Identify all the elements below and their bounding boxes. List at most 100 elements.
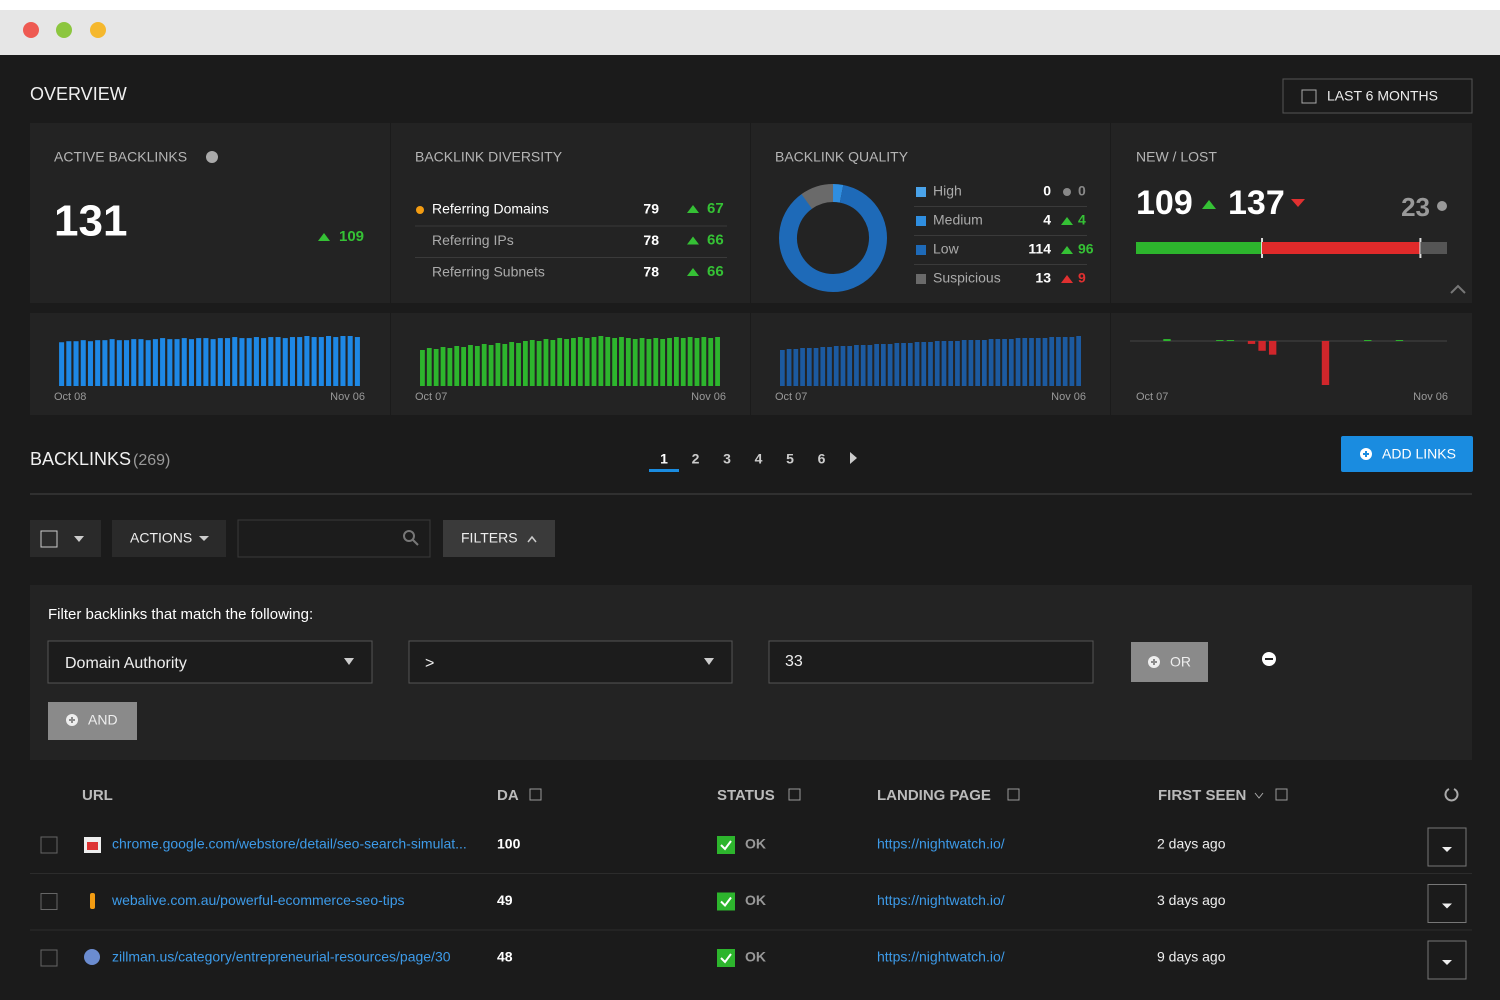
spark-bar xyxy=(874,344,879,386)
edit-icon[interactable] xyxy=(788,788,801,801)
active-count: 131 xyxy=(54,197,127,246)
spark-bar xyxy=(253,337,259,386)
quality-change: 0 xyxy=(1078,183,1086,199)
minimize-button[interactable] xyxy=(90,22,106,38)
refresh-icon[interactable] xyxy=(1444,788,1459,802)
favicon xyxy=(84,949,100,965)
da: 100 xyxy=(497,836,521,852)
quality-value: 4 xyxy=(1043,212,1051,228)
row-change: 66 xyxy=(707,231,724,248)
quality-value: 13 xyxy=(1035,270,1051,286)
spark-bar xyxy=(571,338,576,386)
and-button[interactable] xyxy=(48,702,137,740)
date-button[interactable] xyxy=(1282,78,1473,114)
collapse-chevron[interactable] xyxy=(1450,284,1466,294)
quality-change: 9 xyxy=(1078,270,1086,286)
page-number[interactable]: 5 xyxy=(786,451,794,467)
landing-page[interactable]: https://nightwatch.io/ xyxy=(877,836,1005,852)
check-glyph xyxy=(720,953,732,964)
row-checkbox[interactable] xyxy=(40,893,58,910)
row-checkbox[interactable] xyxy=(40,836,58,854)
row-label: Referring Domains xyxy=(432,201,549,217)
favicons xyxy=(84,837,101,965)
active-change: 109 xyxy=(339,228,364,245)
down-arrow xyxy=(1291,199,1305,207)
check-glyph xyxy=(720,840,732,851)
spark-bar xyxy=(440,347,446,386)
spark-bar xyxy=(239,338,245,386)
backlinks-title: BACKLINKS xyxy=(30,449,131,469)
or-button[interactable] xyxy=(1131,642,1208,682)
spark-bar xyxy=(73,341,79,386)
check-glyph xyxy=(720,896,732,908)
sort-icon[interactable] xyxy=(1254,792,1264,799)
up-arrow xyxy=(1061,217,1073,225)
edit-icon[interactable] xyxy=(1275,788,1288,801)
caret-up xyxy=(527,535,537,543)
spark-bar xyxy=(304,336,310,386)
landing-page[interactable]: https://nightwatch.io/ xyxy=(877,949,1005,965)
spark-bar xyxy=(786,349,792,386)
url[interactable]: chrome.google.com/webstore/detail/seo-se… xyxy=(112,836,467,852)
legend-swatch xyxy=(916,187,926,197)
add-links-button[interactable] xyxy=(1341,436,1473,472)
row-checkbox[interactable] xyxy=(40,949,58,967)
spark-bar xyxy=(854,345,859,386)
panels xyxy=(30,123,1472,415)
column-header: URL xyxy=(82,787,113,804)
spark-bar xyxy=(536,341,542,386)
info-icon[interactable] xyxy=(206,151,218,163)
page-number[interactable]: 2 xyxy=(692,451,700,467)
close-button[interactable] xyxy=(23,22,39,38)
spark-bar xyxy=(1069,337,1075,386)
spark-bar xyxy=(152,339,158,386)
url[interactable]: webalive.com.au/powerful-ecommerce-seo-t… xyxy=(111,892,405,908)
operator-value: > xyxy=(425,655,434,672)
spark-bar xyxy=(715,337,720,386)
operator-select[interactable] xyxy=(408,640,733,684)
date-button-label: LAST 6 MONTHS xyxy=(1327,88,1438,104)
spark-bar xyxy=(1226,340,1235,341)
spark-bar xyxy=(860,345,866,386)
spark-bar xyxy=(138,339,144,386)
status: OK xyxy=(745,836,766,852)
first-seen: 3 days ago xyxy=(1157,892,1226,908)
spark-bar xyxy=(275,337,281,386)
page-number[interactable]: 4 xyxy=(755,451,763,467)
field-select[interactable] xyxy=(47,640,373,684)
search-icon xyxy=(403,530,415,542)
page-number[interactable]: 6 xyxy=(818,451,826,467)
page-number[interactable]: 1 xyxy=(660,451,668,467)
spark-bar xyxy=(793,349,799,386)
donut-segment xyxy=(779,184,887,292)
select-all-dropdown[interactable] xyxy=(30,520,101,557)
quality-label: Low xyxy=(933,241,960,257)
filters-button[interactable] xyxy=(443,520,555,557)
actions-button[interactable] xyxy=(112,520,226,557)
spark-bar xyxy=(116,340,122,386)
maximize-button[interactable] xyxy=(56,22,72,38)
spark-bar xyxy=(203,338,209,386)
spark-bar xyxy=(488,345,494,386)
plus-glyph xyxy=(69,717,75,723)
select-all-checkbox[interactable] xyxy=(40,530,58,548)
spark-bar xyxy=(145,340,151,386)
up-arrow xyxy=(1061,275,1073,283)
spark-bar xyxy=(833,346,839,386)
quality-label: High xyxy=(933,183,962,199)
up-arrow xyxy=(1061,246,1073,254)
spark-bar xyxy=(780,350,785,386)
spark-bar xyxy=(181,338,187,386)
spark-bar xyxy=(557,338,563,386)
next-page[interactable] xyxy=(850,452,857,464)
spark-bar xyxy=(80,340,86,386)
landing-page[interactable]: https://nightwatch.io/ xyxy=(877,892,1005,908)
search-box[interactable] xyxy=(237,519,431,558)
spark-bar xyxy=(167,339,173,386)
edit-icon[interactable] xyxy=(1007,788,1020,801)
page-number[interactable]: 3 xyxy=(723,451,731,467)
spark-bar xyxy=(481,344,487,386)
value-input[interactable] xyxy=(768,640,1094,684)
url[interactable]: zillman.us/category/entrepreneurial-reso… xyxy=(112,949,451,965)
edit-icon[interactable] xyxy=(529,788,542,801)
